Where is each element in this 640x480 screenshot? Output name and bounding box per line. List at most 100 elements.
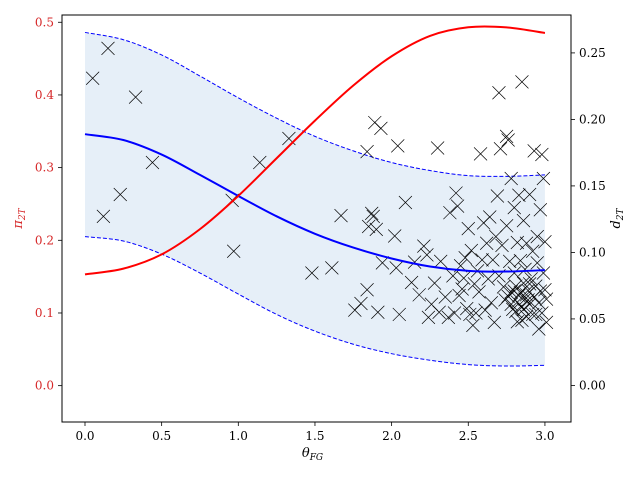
scatter-point [305, 266, 319, 280]
y-right-axis-title-main: d [609, 220, 624, 228]
scatter-point [375, 256, 390, 270]
scatter-point [391, 139, 405, 153]
scatter-point [532, 322, 546, 336]
scatter-point [361, 219, 376, 234]
scatter-point [507, 284, 522, 298]
scatter-point [412, 288, 426, 302]
y-left-tick-label: 0.1 [35, 306, 54, 320]
y-left-tick-label: 0.0 [35, 379, 54, 393]
y-left-axis-title-main: π [11, 220, 26, 230]
scatter-point [472, 285, 486, 299]
scatter-point [354, 296, 368, 311]
scatter-point [516, 213, 531, 228]
scatter-point [499, 129, 514, 144]
scatter-point [481, 272, 495, 286]
scatter-point [398, 195, 413, 210]
scatter-point [432, 305, 446, 320]
scatter-point [128, 90, 143, 104]
scatter-point [334, 208, 348, 223]
scatter-point [522, 297, 537, 312]
scatter-point [496, 280, 511, 294]
scatter-point [325, 261, 339, 275]
scatter-point [533, 203, 548, 217]
scatter-point [490, 189, 505, 203]
scatter-point [502, 254, 517, 269]
scatter-point [519, 288, 534, 302]
scatter-point [450, 199, 465, 213]
scatter-point [538, 282, 552, 297]
scatter-point [515, 75, 529, 89]
scatter-point [145, 155, 160, 170]
scatter-point [374, 121, 388, 136]
scatter-point [479, 236, 494, 250]
scatter-point [96, 209, 111, 224]
scatter-point [478, 303, 492, 317]
scatter-point [504, 171, 518, 186]
scatter-point [404, 275, 419, 290]
scatter-point [507, 200, 522, 215]
scatter-point [528, 307, 543, 322]
scatter-point [525, 244, 540, 258]
scatter-point [420, 248, 434, 262]
scatter-point [430, 141, 445, 155]
scatter-point [443, 205, 457, 220]
scatter-point [389, 261, 403, 275]
scatter-point [469, 306, 483, 320]
y-left-tick-label: 0.5 [35, 15, 54, 29]
scatter-point [452, 288, 466, 303]
scatter-point [499, 219, 514, 233]
scatter-point [447, 306, 462, 320]
scatter-point [538, 235, 552, 249]
scatter-point [369, 222, 384, 237]
scatter-point [515, 313, 529, 327]
x-tick-label: 0.5 [152, 429, 171, 443]
mean-line [84, 133, 545, 273]
scatter-point [536, 171, 551, 186]
scatter-point [533, 284, 548, 298]
x-tick-label: 2.0 [382, 429, 401, 443]
scatter-point [524, 272, 538, 286]
scatter-point [493, 141, 508, 156]
red-line [84, 25, 546, 276]
scatter-point [461, 221, 476, 236]
plot-frame [61, 14, 572, 423]
y-right-tick-label: 0.25 [579, 46, 606, 60]
scatter-point [364, 206, 379, 221]
scatter-point [473, 147, 488, 161]
scatter-point [522, 277, 537, 291]
scatter-point [536, 266, 551, 280]
scatter-point [371, 305, 385, 320]
scatter-point [421, 310, 436, 325]
scatter-point [532, 296, 546, 310]
scatter-point [539, 315, 554, 330]
scatter-point [521, 293, 535, 307]
confidence-band [84, 32, 545, 367]
scatter-point [492, 86, 506, 100]
scatter-point [417, 239, 431, 253]
scatter-point [226, 244, 241, 258]
scatter-point [482, 210, 497, 224]
y-right-tick-label: 0.15 [579, 179, 606, 193]
scatter-point [438, 290, 453, 304]
scatter-point [366, 209, 380, 224]
scatter-point [449, 186, 463, 200]
scatter-point [441, 310, 456, 325]
scatter-point [535, 147, 549, 162]
x-tick-label: 1.5 [305, 429, 324, 443]
x-axis-title-main: θ [302, 446, 310, 461]
y-right-tick-label: 0.05 [579, 312, 606, 326]
scatter-point [487, 315, 502, 330]
y-left-tick-label: 0.4 [35, 88, 54, 102]
scatter-markers [85, 41, 554, 336]
scatter-point [101, 41, 115, 56]
scatter-point [501, 289, 515, 304]
scatter-point [512, 188, 526, 202]
scatter-point [518, 262, 532, 277]
scatter-point [455, 282, 469, 296]
scatter-point [507, 266, 522, 280]
scatter-point [486, 253, 500, 267]
scatter-point [509, 279, 523, 293]
scatter-point [525, 307, 540, 322]
y-left-tick-label: 0.3 [35, 161, 54, 175]
